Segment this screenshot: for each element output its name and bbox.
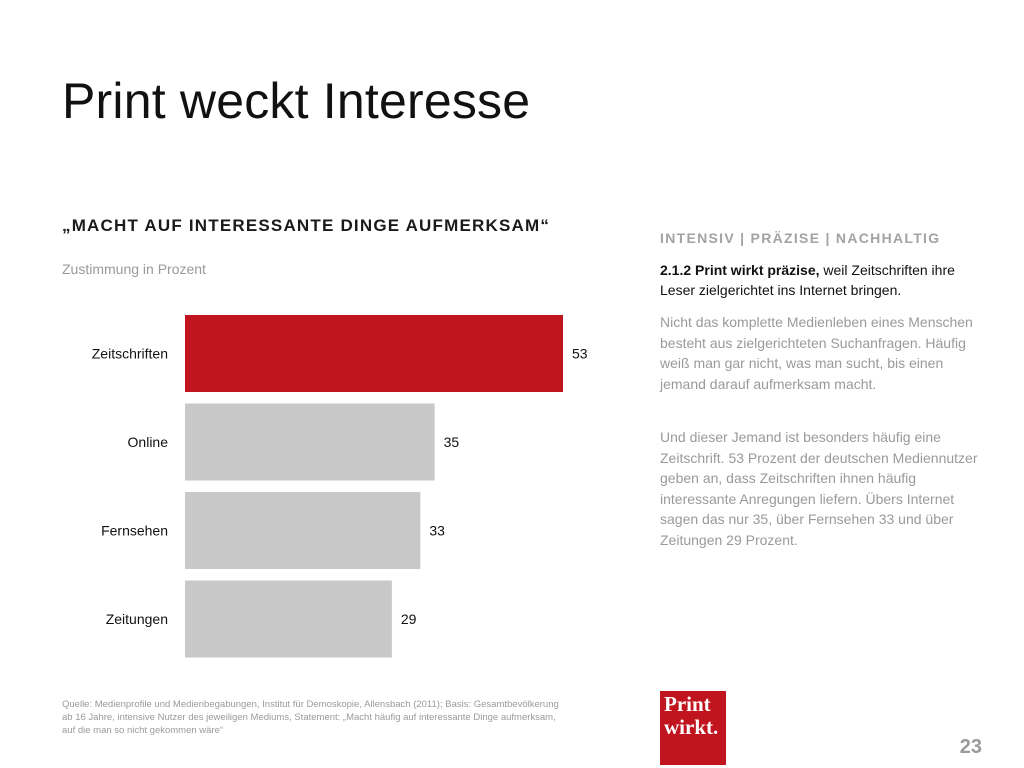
value-label-zeitungen: 29 (401, 611, 417, 627)
category-label-zeitungen: Zeitungen (106, 611, 168, 627)
bar-fernsehen (185, 492, 421, 569)
value-label-zeitschriften: 53 (572, 346, 588, 362)
sidebar-paragraph-2: Und dieser Jemand ist besonders häufig e… (660, 429, 978, 548)
category-label-zeitschriften: Zeitschriften (92, 346, 168, 362)
sidebar-heading: INTENSIV | PRÄZISE | NACHHALTIG (660, 230, 941, 246)
sidebar-paragraph-1: Nicht das komplette Medienleben eines Me… (660, 314, 973, 392)
value-label-fernsehen: 33 (429, 523, 445, 539)
sidebar-lead-text: weil Zeitschriften ihre Leser zielgerich… (660, 262, 955, 298)
bar-zeitungen (185, 580, 392, 658)
logo-line-1: Print (664, 692, 711, 716)
sidebar-lead-bold: 2.1.2 Print wirkt präzise, (660, 262, 820, 278)
source-note: Quelle: Medienprofile und Medienbegabung… (62, 699, 559, 736)
category-label-fernsehen: Fernsehen (101, 523, 168, 539)
slide-title: Print weckt Interesse (62, 73, 531, 129)
chart-subtitle: Zustimmung in Prozent (62, 261, 206, 277)
bar-zeitschriften (185, 315, 563, 392)
category-label-online: Online (128, 434, 169, 450)
print-wirkt-logo: Print wirkt. (660, 691, 726, 765)
logo-line-2: wirkt. (664, 715, 719, 739)
chart-title: „MACHT AUF INTERESSANTE DINGE AUFMERKSAM… (62, 216, 551, 235)
page-number: 23 (959, 736, 982, 758)
sidebar-lead: 2.1.2 Print wirkt präzise, weil Zeitschr… (660, 260, 990, 300)
bar-chart: Zeitschriften 53 Online 35 Fernsehen 33 Zeitun… (92, 315, 588, 658)
value-label-online: 35 (444, 434, 460, 450)
bar-online (185, 403, 435, 481)
